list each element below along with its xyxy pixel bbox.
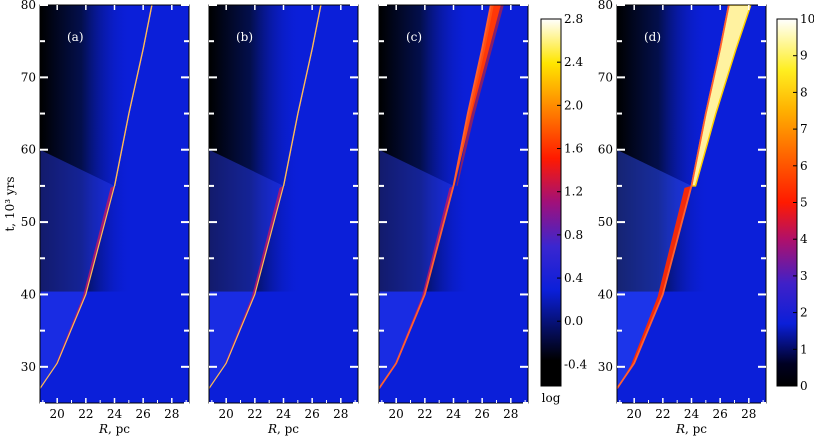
panel-label: (b) bbox=[236, 30, 253, 44]
colorbar-tick-label: 8 bbox=[800, 85, 808, 99]
x-tick-label: 22 bbox=[78, 407, 93, 421]
emission-wedge-early bbox=[379, 185, 454, 390]
y-axis-title: t, 10³ yrs bbox=[3, 176, 17, 231]
y-tick-label: 50 bbox=[21, 215, 36, 229]
colorbar-tick-label: 2 bbox=[800, 306, 808, 320]
x-tick-label: 28 bbox=[164, 407, 179, 421]
colorbar-tick-label: 6 bbox=[800, 159, 808, 173]
y-tick-label: 50 bbox=[598, 215, 613, 229]
panel-d: (d) 20 22 24 26 28 30 40 50 60 70 80 R, pc bbox=[598, 0, 767, 436]
shock-track-line bbox=[379, 5, 492, 390]
colorbar-label: log bbox=[542, 391, 561, 405]
x-tick-label: 26 bbox=[305, 407, 320, 421]
colorbar-tick-label: 0 bbox=[800, 379, 808, 393]
y-tick-label: 60 bbox=[598, 143, 613, 157]
colorbar-tick-label: -0.4 bbox=[564, 357, 588, 371]
precursor-glow bbox=[209, 149, 284, 403]
colorbar-tick-label: 1.6 bbox=[564, 142, 583, 156]
emission-wedge-early bbox=[40, 185, 115, 390]
y-tick-label: 60 bbox=[21, 143, 36, 157]
x-tick-label: 20 bbox=[627, 407, 642, 421]
x-tick-label: 24 bbox=[684, 407, 700, 421]
panel-c: (c) 20 22 24 26 28 bbox=[378, 4, 529, 421]
x-tick-label: 22 bbox=[247, 407, 262, 421]
y-tick-label: 30 bbox=[598, 360, 613, 374]
dark-region bbox=[40, 5, 133, 292]
y-tick-label: 70 bbox=[598, 70, 613, 84]
precursor-glow bbox=[40, 149, 115, 403]
dark-region bbox=[617, 5, 710, 292]
colorbar-tick-label: 0.8 bbox=[564, 228, 583, 242]
y-tick-label: 30 bbox=[21, 360, 36, 374]
x-tick-label: 20 bbox=[389, 407, 404, 421]
x-axis-title: R, pc bbox=[267, 422, 299, 436]
panel-b: (b) 20 22 24 26 28 R, pc bbox=[208, 4, 359, 436]
x-tick-label: 28 bbox=[503, 407, 518, 421]
shock-track-line bbox=[209, 5, 322, 389]
colorbar-tick-label: 1 bbox=[800, 342, 808, 356]
colorbar-tick-label: 0.4 bbox=[564, 271, 583, 285]
x-axis-title: R, pc bbox=[98, 422, 130, 436]
x-tick-label: 24 bbox=[446, 407, 462, 421]
x-tick-label: 28 bbox=[333, 407, 348, 421]
colorbar-tick-label: 0.0 bbox=[564, 314, 583, 328]
colorbar-tick-label: 3 bbox=[800, 269, 808, 283]
shock-track-line bbox=[617, 5, 730, 390]
x-tick-label: 20 bbox=[219, 407, 234, 421]
colorbar-tick-label: 10 bbox=[800, 12, 814, 26]
x-axis-title: R, pc bbox=[675, 422, 707, 436]
colorbar-tick-label: 7 bbox=[800, 122, 808, 136]
panel-a: (a) 20 22 24 26 28 30 40 50 60 70 80 R, pc t, 10³ yrs bbox=[3, 0, 190, 436]
x-tick-label: 24 bbox=[107, 407, 123, 421]
emission-band-late bbox=[453, 5, 501, 186]
x-tick-label: 26 bbox=[136, 407, 151, 421]
x-tick-label: 22 bbox=[655, 407, 670, 421]
x-tick-label: 20 bbox=[50, 407, 65, 421]
panel-label: (c) bbox=[406, 30, 422, 44]
colorbar-tick-label: 2.8 bbox=[564, 12, 583, 26]
y-tick-label: 40 bbox=[21, 287, 36, 301]
y-tick-label: 80 bbox=[21, 0, 36, 12]
shock-track-line bbox=[40, 5, 153, 389]
y-tick-label: 70 bbox=[21, 70, 36, 84]
colorbar-log: 2.8 2.4 2.0 1.6 1.2 0.8 0.4 0.0 -0.4 log bbox=[540, 12, 588, 405]
y-tick-label: 40 bbox=[598, 287, 613, 301]
dark-region bbox=[379, 5, 472, 292]
emission-wedge-early bbox=[617, 185, 692, 389]
colorbar-tick-label: 2.0 bbox=[564, 98, 583, 112]
precursor-glow bbox=[379, 149, 454, 403]
colorbar-tick-label: 1.2 bbox=[564, 185, 583, 199]
x-tick-label: 26 bbox=[713, 407, 728, 421]
x-tick-label: 28 bbox=[741, 407, 756, 421]
emission-wedge-early bbox=[209, 185, 284, 390]
x-tick-label: 24 bbox=[276, 407, 292, 421]
x-tick-label: 26 bbox=[475, 407, 490, 421]
colorbar-tick-label: 2.4 bbox=[564, 55, 583, 69]
x-tick-label: 22 bbox=[417, 407, 432, 421]
colorbar-tick-label: 4 bbox=[800, 232, 808, 246]
precursor-glow bbox=[617, 149, 692, 403]
panel-label: (a) bbox=[67, 30, 84, 44]
colorbar-tick-label: 5 bbox=[800, 196, 808, 210]
colorbar-tick-label: 9 bbox=[800, 49, 808, 63]
dark-region bbox=[209, 5, 302, 292]
emission-band-late-core bbox=[456, 5, 504, 186]
panel-label: (d) bbox=[644, 30, 661, 44]
y-tick-label: 80 bbox=[598, 0, 613, 12]
colorbar-gradient bbox=[540, 18, 562, 387]
